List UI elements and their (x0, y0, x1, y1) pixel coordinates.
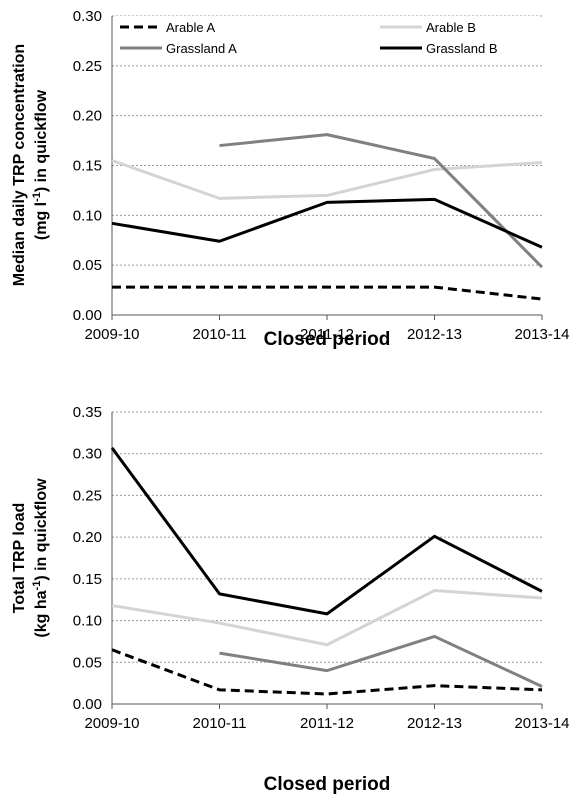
y-tick-label: 0.05 (73, 257, 102, 274)
y-tick-label: 0.35 (73, 404, 102, 421)
y-tick-label: 0.30 (73, 446, 102, 463)
x-axis-label: Closed period (264, 774, 391, 795)
x-tick-label: 2009-10 (84, 715, 139, 732)
x-tick-label: 2013-14 (514, 715, 569, 732)
y-tick-label: 0.10 (73, 613, 102, 630)
legend-label: Grassland B (426, 41, 498, 56)
y-axis-label-part: ) in quickflow (33, 89, 50, 192)
x-tick-label: 2010-11 (193, 326, 247, 343)
y-tick-label: 0.15 (73, 571, 102, 588)
series-line-grassland-a (219, 133, 544, 269)
legend-label: Grassland A (166, 41, 237, 56)
x-tick-label: 2012-13 (407, 715, 462, 732)
series-line-grassland-a (219, 634, 543, 688)
y-tick-label: 0.20 (73, 529, 102, 546)
y-tick-label: 0.25 (73, 58, 102, 75)
y-tick-label: 0.30 (73, 8, 102, 25)
series-line-arable-a (112, 285, 543, 301)
series-line-arable-b (111, 159, 543, 200)
y-axis-label-part: (mg l (33, 202, 50, 240)
x-axis-label: Closed period (264, 329, 391, 350)
series-line-arable-a (111, 648, 543, 696)
y-tick-label: 0.05 (73, 654, 102, 671)
x-tick-label: 2011-12 (300, 715, 354, 732)
legend-background (116, 16, 540, 60)
load-chart: 0.00 0.05 0.10 0.15 0.20 0.25 0.30 0.35 2009-10 2… (11, 404, 570, 795)
y-axis-label-part: (kg ha (33, 590, 50, 637)
series-line-grassland-b (111, 197, 543, 249)
x-tick-label: 2009-10 (84, 326, 139, 343)
x-tick-label: 2010-11 (193, 715, 247, 732)
y-axis-label-part: ) in quickflow (33, 478, 50, 581)
y-axis-label-line2: (mg l-1) in quickflow (31, 89, 50, 240)
legend-label: Arable A (166, 20, 215, 35)
y-tick-label: 0.15 (73, 158, 102, 175)
concentration-chart: 0.00 0.05 0.10 0.15 0.20 0.25 0.30 2009-10 2010-… (11, 8, 570, 350)
y-tick-label: 0.25 (73, 487, 102, 504)
y-axis-label-line1: Total TRP load (11, 503, 28, 614)
series-line-grassland-b (110, 446, 543, 616)
y-axis-label-superscript: -1 (31, 581, 43, 591)
y-tick-label: 0.00 (73, 307, 102, 324)
y-tick-label: 0.20 (73, 108, 102, 125)
y-axis-label-superscript: -1 (31, 192, 43, 202)
x-tick-label: 2013-14 (514, 326, 569, 343)
series-line-arable-b (111, 589, 543, 647)
y-axis-label-line2: (kg ha-1) in quickflow (31, 478, 50, 638)
y-tick-label: 0.10 (73, 207, 102, 224)
legend-label: Arable B (426, 20, 476, 35)
x-tick-label: 2012-13 (407, 326, 462, 343)
y-tick-label: 0.00 (73, 696, 102, 713)
y-axis-label-line1: Median daily TRP concentration (11, 44, 28, 286)
x-tick-label: 2011-12 (300, 326, 354, 343)
